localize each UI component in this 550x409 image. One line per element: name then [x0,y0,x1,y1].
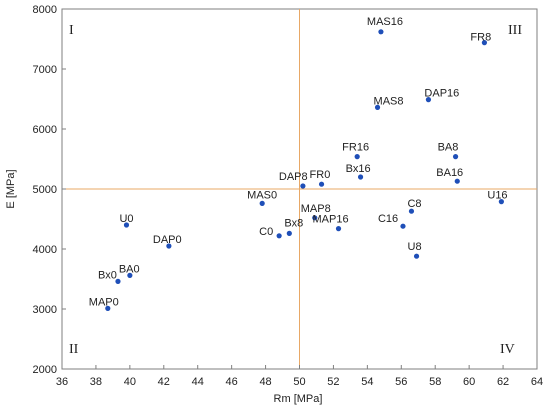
data-point [357,174,364,180]
data-point [312,215,318,221]
y-tick-label: 8000 [33,4,57,16]
data-point [425,97,432,103]
x-tick-label: 48 [259,376,271,388]
data-point [452,154,459,160]
y-tick-label: 5000 [33,184,57,196]
data-point [413,253,420,259]
data-point [115,278,121,284]
data-point [166,243,172,249]
point-label: MAS0 [247,189,277,201]
point-label: U0 [119,213,133,225]
point-label: DAP16 [424,88,459,100]
x-tick-label: 40 [124,376,136,388]
point-label: DAP0 [153,234,182,246]
x-tick-label: 38 [90,376,102,388]
point-label: BA0 [119,263,140,275]
point-label: Bx16 [346,163,371,175]
data-point [276,233,282,239]
data-point [378,29,384,35]
point-label: Bx8 [284,217,303,229]
data-point [354,154,360,160]
point-label: BA8 [438,142,459,154]
x-tick-label: 44 [192,376,204,388]
x-axis-title: Rm [MPa] [274,393,323,405]
x-tick-label: 46 [226,376,238,388]
quadrant-label-bottom-right: IV [500,342,515,357]
point-label: DAP8 [279,171,308,183]
point-label: BA16 [436,167,463,179]
data-point [408,208,415,214]
data-point [318,181,325,187]
x-tick-label: 42 [158,376,170,388]
point-label: MAS8 [374,95,404,107]
point-label: U8 [408,241,422,253]
point-label: FR16 [342,142,369,154]
point-label: MAP0 [89,296,119,308]
data-point [481,40,488,46]
data-point [286,230,292,236]
quadrant-label-top-left: I [69,23,74,38]
data-point [454,178,460,184]
y-tick-label: 3000 [33,304,57,316]
quadrant-label-top-right: III [508,23,522,38]
x-tick-label: 62 [497,376,509,388]
data-point [335,226,342,232]
data-point [400,223,406,229]
point-label: MAP8 [301,203,331,215]
data-point [127,272,133,278]
x-tick-label: 64 [531,376,543,388]
x-tick-label: 36 [56,376,68,388]
x-tick-label: 56 [395,376,407,388]
quadrant-label-bottom-left: II [69,342,79,357]
data-point [300,183,306,189]
y-tick-label: 2000 [33,364,57,376]
x-tick-label: 60 [463,376,475,388]
point-label: FR8 [470,32,491,44]
point-label: U16 [487,190,507,202]
point-label: C0 [259,226,273,238]
reference-lines [62,9,537,369]
y-tick-label: 7000 [33,64,57,76]
point-label: FR0 [310,169,331,181]
point-label: C8 [407,198,421,210]
point-label: MAP16 [313,214,349,226]
x-tick-label: 50 [293,376,305,388]
data-point [498,199,504,205]
data-points: MAS16 FR8 DAP16 MAS8 FR16 BA8 Bx16 BA16 DAP8 FR0 U… [89,16,508,311]
axis-ticks: 36 38 40 42 44 46 48 50 52 54 56 58 60 62 64 2000 3000 40… [33,4,544,388]
y-axis-title: E [MPa] [5,169,17,208]
data-point [374,104,381,110]
y-tick-label: 4000 [33,244,57,256]
x-tick-label: 58 [429,376,441,388]
point-label: Bx0 [98,269,117,281]
x-tick-label: 52 [327,376,339,388]
point-label: C16 [378,213,398,225]
data-point [259,200,265,206]
data-point [123,222,130,228]
data-point [105,305,111,311]
x-tick-label: 54 [361,376,373,388]
point-label: MAS16 [367,16,403,28]
y-tick-label: 6000 [33,124,57,136]
